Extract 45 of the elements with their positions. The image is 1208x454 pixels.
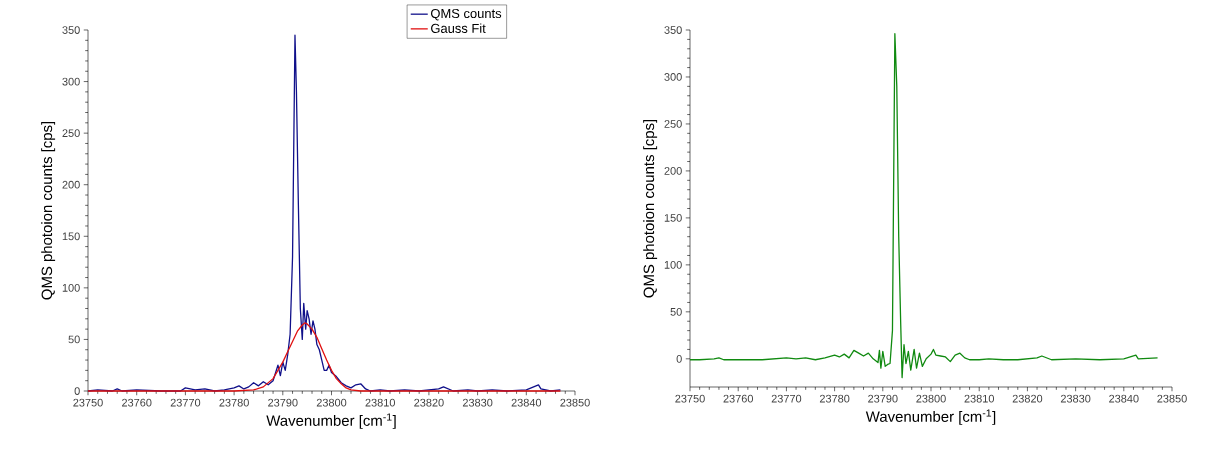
x-tick-label: 23840 <box>1109 394 1139 403</box>
legend-label: Gauss Fit <box>431 23 486 33</box>
x-tick-label: 23800 <box>916 394 946 403</box>
x-axis-title: Wavenumber [cm$^{-1}$] <box>266 413 396 429</box>
y-tick-label: 50 <box>670 307 682 316</box>
line-series <box>87 322 562 392</box>
x-tick-label: 23760 <box>122 398 152 407</box>
x-tick-label: 23790 <box>868 394 898 403</box>
x-tick-label: 23780 <box>219 398 249 407</box>
x-axis-title: Wavenumber [cm$^{-1}$] <box>865 409 996 425</box>
x-tick-label: 23830 <box>1060 394 1091 403</box>
y-tick-label: 0 <box>74 387 80 395</box>
y-tick-label: 300 <box>664 73 682 81</box>
x-tick-label: 23840 <box>511 398 542 407</box>
y-tick-label: 350 <box>62 26 80 34</box>
y-tick-label: 250 <box>664 120 682 128</box>
y-axis-title: QMS photoion counts [cps] <box>41 121 56 300</box>
y-tick-label: 350 <box>664 26 682 34</box>
x-tick-label: 23810 <box>964 394 994 403</box>
y-axis-title: QMS photoion counts [cps] <box>643 119 658 298</box>
y-tick-label: 100 <box>664 261 682 269</box>
y-tick-label: 150 <box>664 214 682 222</box>
x-tick-label: 23770 <box>170 398 201 407</box>
x-tick-label: 23820 <box>1012 394 1043 403</box>
y-tick-label: 200 <box>664 167 682 175</box>
x-tick-label: 23830 <box>462 398 493 407</box>
x-tick-label: 23750 <box>675 394 705 403</box>
y-tick-label: 0 <box>676 354 682 363</box>
x-tick-label: 23850 <box>1157 394 1187 403</box>
x-tick-label: 23780 <box>819 394 850 403</box>
x-tick-label: 23820 <box>414 398 444 407</box>
x-tick-label: 23790 <box>268 398 298 407</box>
legend-label: QMS counts <box>431 8 502 21</box>
y-tick-label: 150 <box>62 232 80 241</box>
x-tick-label: 23770 <box>771 394 802 403</box>
y-tick-label: 200 <box>62 180 80 189</box>
x-tick-label: 23850 <box>560 398 590 407</box>
y-tick-label: 250 <box>62 129 80 138</box>
y-tick-label: 50 <box>68 335 80 344</box>
x-tick-label: 23750 <box>73 398 103 407</box>
y-tick-label: 300 <box>62 77 80 86</box>
x-tick-label: 23800 <box>316 398 347 407</box>
y-tick-label: 100 <box>62 283 80 292</box>
x-tick-label: 23810 <box>365 398 395 407</box>
x-tick-label: 23760 <box>723 394 753 403</box>
